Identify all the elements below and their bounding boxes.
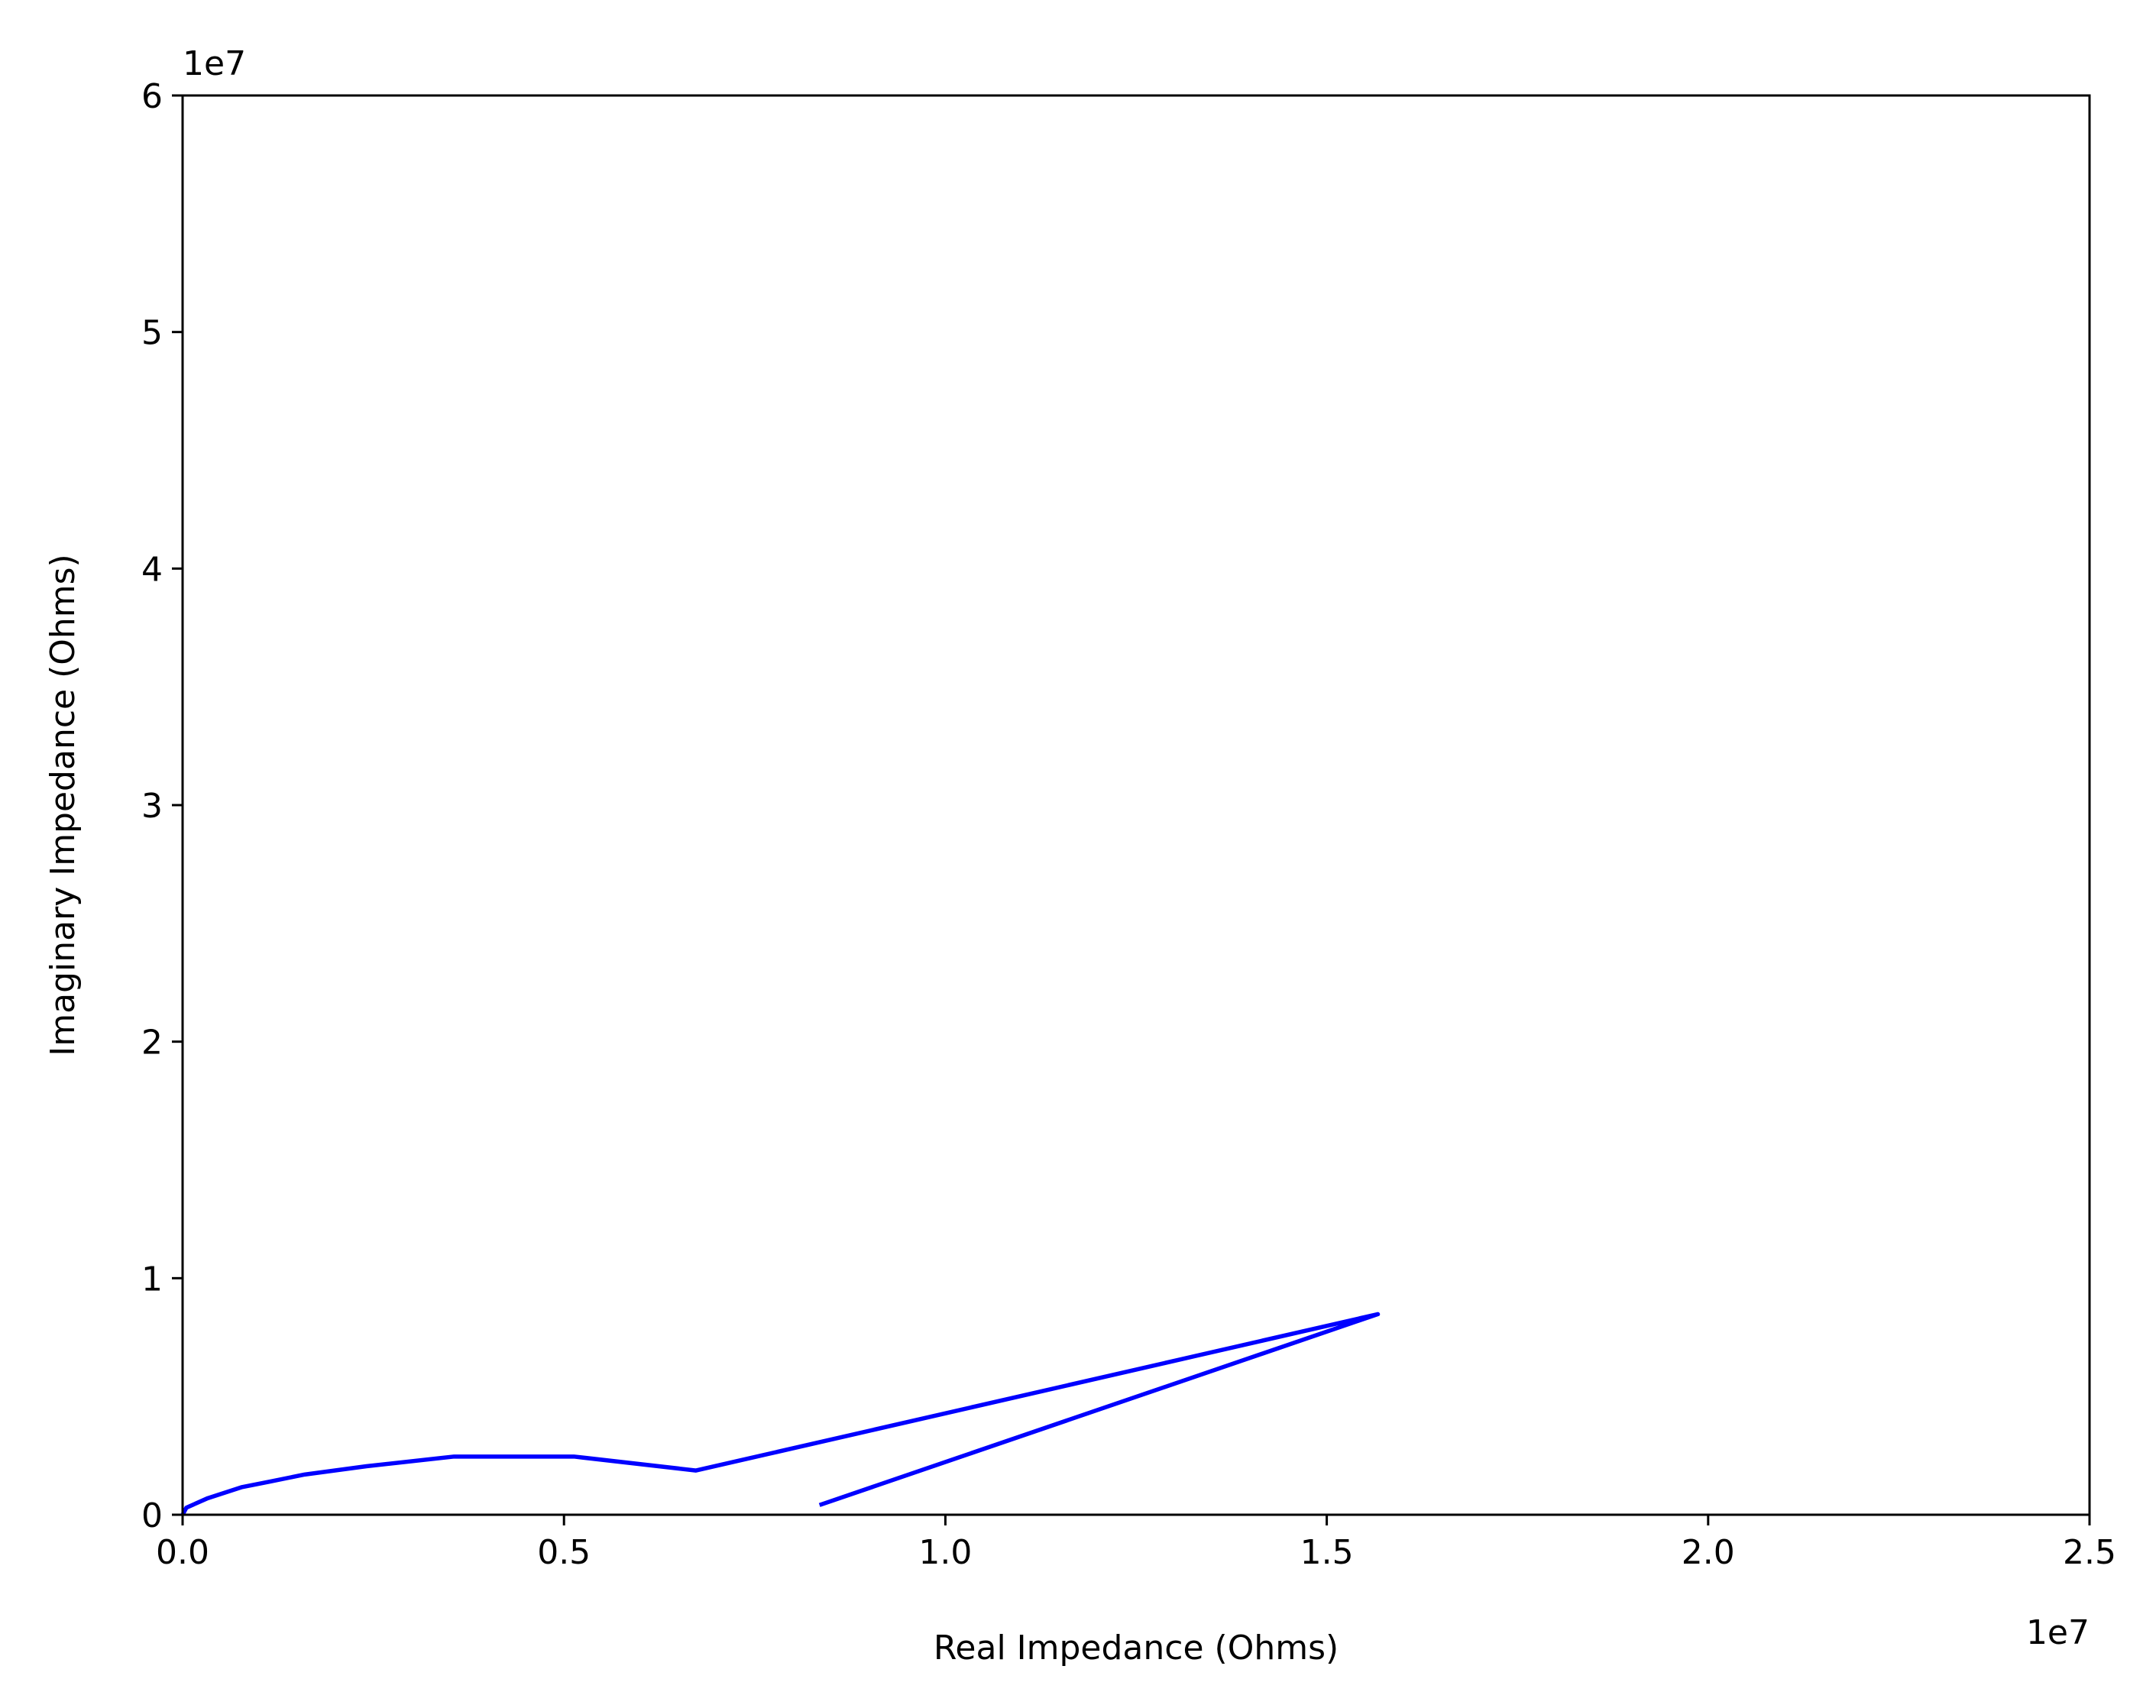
x-offset-text: 1e7: [2026, 1613, 2090, 1652]
x-axis-label: Real Impedance (Ohms): [934, 1629, 1339, 1668]
series-line: [180, 1312, 1381, 1516]
y-tick-label: 0: [141, 1496, 163, 1535]
x-tick-label: 2.0: [1682, 1533, 1735, 1572]
y-tick-label: 2: [141, 1024, 163, 1063]
x-tick-label: 1.0: [918, 1533, 972, 1572]
y-offset-text: 1e7: [183, 44, 246, 83]
y-tick-label: 4: [141, 550, 163, 589]
plot-frame: [181, 94, 2091, 1516]
y-tick-label: 3: [141, 787, 163, 826]
y-tick-label: 5: [141, 314, 163, 353]
y-tick-label: 6: [141, 77, 163, 116]
x-tick-label: 0.0: [156, 1533, 209, 1572]
y-axis-label: Imaginary Impedance (Ohms): [44, 554, 83, 1056]
x-tick-label: 2.5: [2063, 1533, 2116, 1572]
y-tick-label: 1: [141, 1260, 163, 1299]
x-tick-label: 1.5: [1300, 1533, 1354, 1572]
x-tick-label: 0.5: [537, 1533, 591, 1572]
